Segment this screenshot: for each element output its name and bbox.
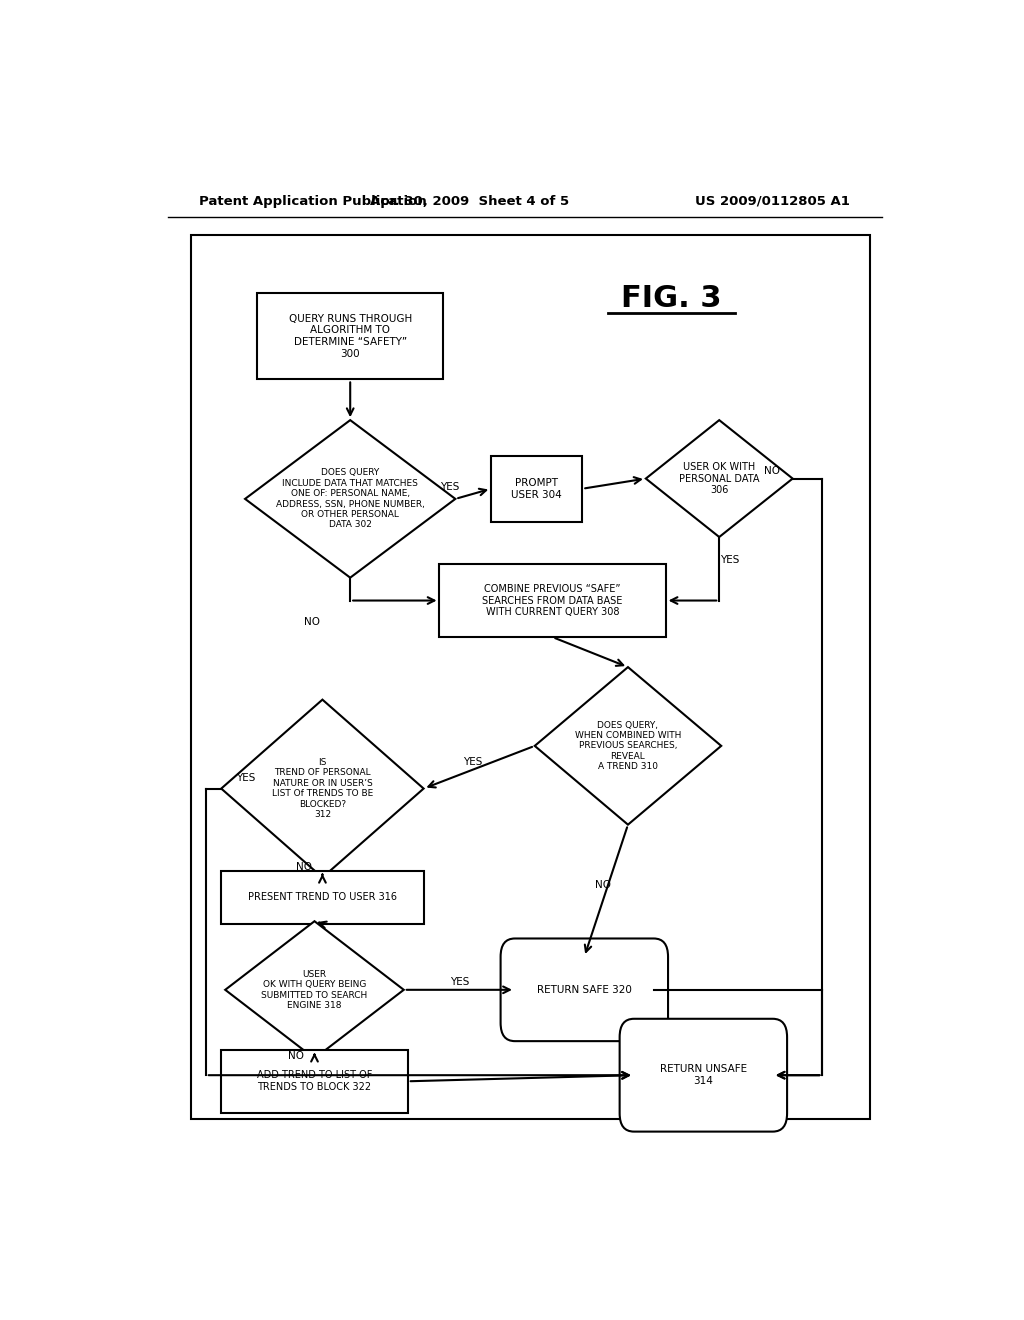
Text: NO: NO bbox=[304, 616, 321, 627]
Text: NO: NO bbox=[595, 880, 610, 890]
Text: RETURN SAFE 320: RETURN SAFE 320 bbox=[537, 985, 632, 995]
Text: Patent Application Publication: Patent Application Publication bbox=[200, 194, 427, 207]
Text: USER
OK WITH QUERY BEING
SUBMITTED TO SEARCH
ENGINE 318: USER OK WITH QUERY BEING SUBMITTED TO SE… bbox=[261, 970, 368, 1010]
Bar bbox=[221, 1049, 408, 1113]
Text: NO: NO bbox=[296, 862, 312, 871]
Text: USER OK WITH
PERSONAL DATA
306: USER OK WITH PERSONAL DATA 306 bbox=[679, 462, 760, 495]
Text: ADD TREND TO LIST OF
TRENDS TO BLOCK 322: ADD TREND TO LIST OF TRENDS TO BLOCK 322 bbox=[257, 1071, 372, 1092]
Text: FIG. 3: FIG. 3 bbox=[622, 284, 722, 313]
Bar bbox=[257, 293, 443, 379]
Text: QUERY RUNS THROUGH
ALGORITHM TO
DETERMINE “SAFETY”
300: QUERY RUNS THROUGH ALGORITHM TO DETERMIN… bbox=[289, 314, 412, 359]
Text: YES: YES bbox=[236, 774, 255, 783]
Bar bbox=[492, 455, 583, 521]
Bar bbox=[439, 564, 666, 638]
FancyBboxPatch shape bbox=[501, 939, 668, 1041]
Polygon shape bbox=[535, 667, 721, 825]
Text: DOES QUERY
INCLUDE DATA THAT MATCHES
ONE OF: PERSONAL NAME,
ADDRESS, SSN, PHONE : DOES QUERY INCLUDE DATA THAT MATCHES ONE… bbox=[275, 469, 425, 529]
Text: US 2009/0112805 A1: US 2009/0112805 A1 bbox=[695, 194, 850, 207]
Text: IS
TREND OF PERSONAL
NATURE OR IN USER’S
LIST Of TRENDS TO BE
BLOCKED?
312: IS TREND OF PERSONAL NATURE OR IN USER’S… bbox=[271, 758, 373, 820]
Text: NO: NO bbox=[764, 466, 780, 477]
Text: PROMPT
USER 304: PROMPT USER 304 bbox=[511, 478, 562, 499]
Text: YES: YES bbox=[720, 554, 739, 565]
Polygon shape bbox=[646, 420, 793, 537]
Polygon shape bbox=[221, 700, 424, 878]
Text: Apr. 30, 2009  Sheet 4 of 5: Apr. 30, 2009 Sheet 4 of 5 bbox=[370, 194, 568, 207]
Bar bbox=[221, 871, 424, 924]
Polygon shape bbox=[225, 921, 403, 1059]
Text: COMBINE PREVIOUS “SAFE”
SEARCHES FROM DATA BASE
WITH CURRENT QUERY 308: COMBINE PREVIOUS “SAFE” SEARCHES FROM DA… bbox=[482, 583, 623, 618]
Polygon shape bbox=[245, 420, 456, 578]
FancyBboxPatch shape bbox=[620, 1019, 787, 1131]
Text: DOES QUERY,
WHEN COMBINED WITH
PREVIOUS SEARCHES,
REVEAL
A TREND 310: DOES QUERY, WHEN COMBINED WITH PREVIOUS … bbox=[574, 721, 681, 771]
Text: NO: NO bbox=[288, 1051, 304, 1061]
Text: PRESENT TREND TO USER 316: PRESENT TREND TO USER 316 bbox=[248, 892, 397, 903]
Text: YES: YES bbox=[464, 758, 483, 767]
Text: RETURN UNSAFE
314: RETURN UNSAFE 314 bbox=[659, 1064, 746, 1086]
Text: YES: YES bbox=[439, 482, 459, 491]
Bar bbox=[191, 235, 870, 1119]
Text: YES: YES bbox=[450, 977, 469, 986]
